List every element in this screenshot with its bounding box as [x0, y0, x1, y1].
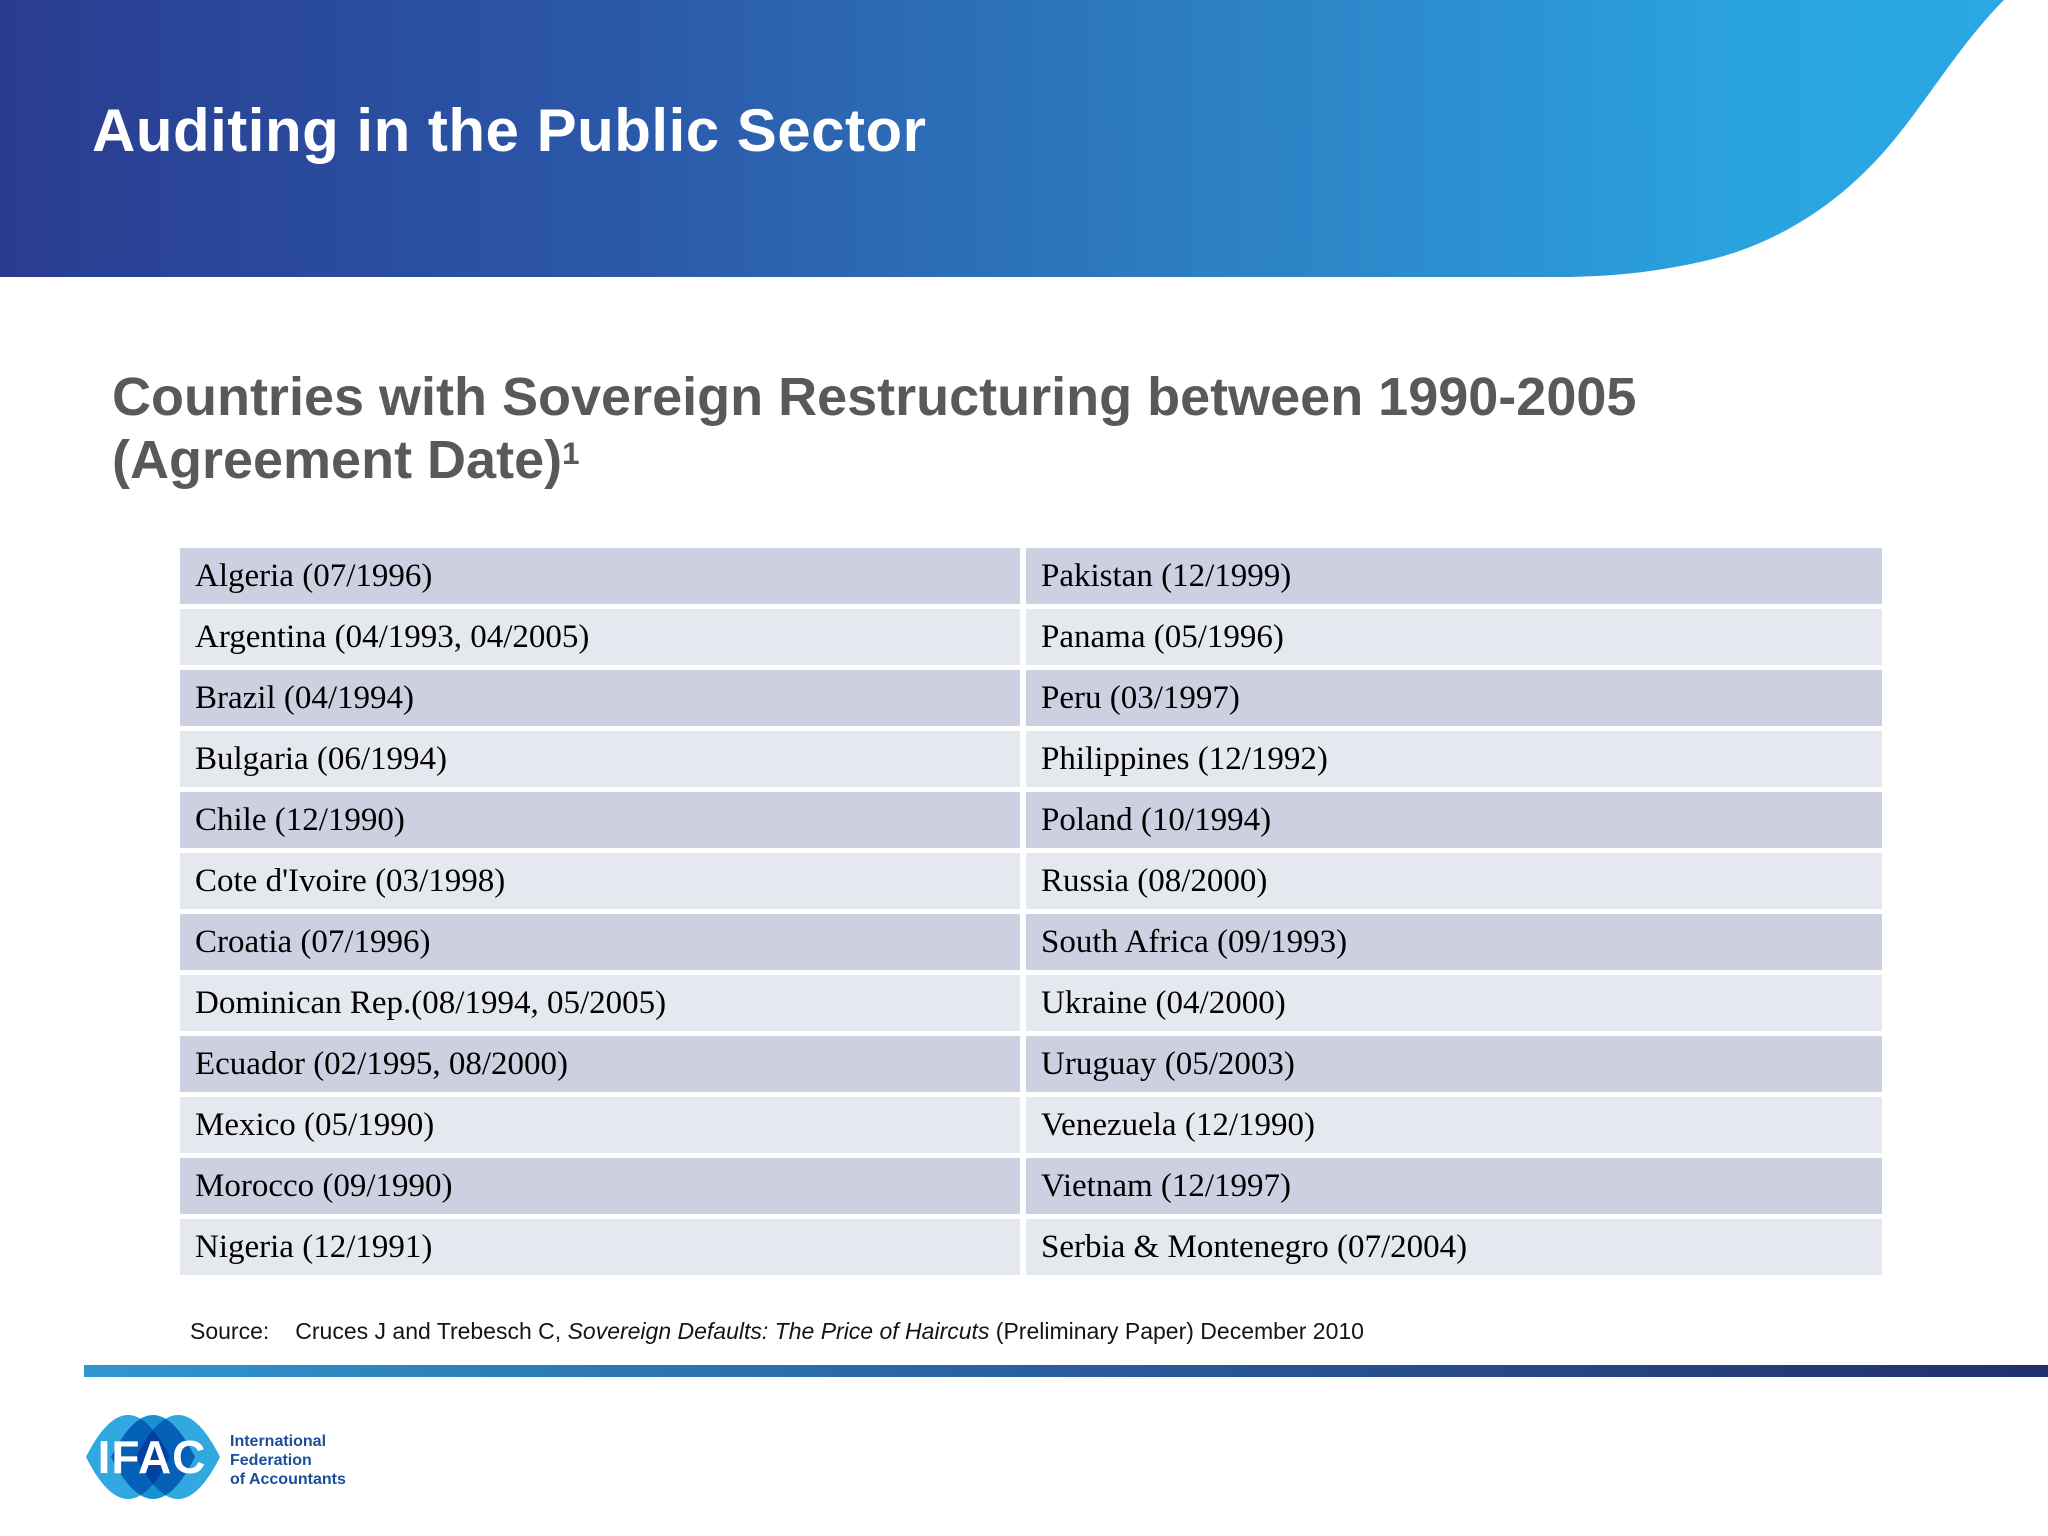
table-cell: Peru (03/1997) — [1026, 670, 1882, 726]
table-cell: South Africa (09/1993) — [1026, 914, 1882, 970]
table-cell: Morocco (09/1990) — [180, 1158, 1020, 1214]
org-name-line: Federation — [230, 1451, 312, 1469]
page-title: Countries with Sovereign Restructuring b… — [112, 366, 1952, 492]
table-cell: Algeria (07/1996) — [180, 548, 1020, 604]
source-authors: Cruces J and Trebesch C, — [295, 1318, 568, 1344]
ifac-logo: IFAC — [86, 1413, 220, 1501]
table-cell: Pakistan (12/1999) — [1026, 548, 1882, 604]
divider-bar — [84, 1365, 2048, 1377]
table-cell: Argentina (04/1993, 04/2005) — [180, 609, 1020, 665]
table-cell: Mexico (05/1990) — [180, 1097, 1020, 1153]
table-cell: Brazil (04/1994) — [180, 670, 1020, 726]
table-cell: Cote d'Ivoire (03/1998) — [180, 853, 1020, 909]
table-cell: Panama (05/1996) — [1026, 609, 1882, 665]
source-work-title: Sovereign Defaults: The Price of Haircut… — [567, 1318, 990, 1344]
table-cell: Ukraine (04/2000) — [1026, 975, 1882, 1031]
table-cell: Ecuador (02/1995, 08/2000) — [180, 1036, 1020, 1092]
header-band: Auditing in the Public Sector — [0, 0, 2048, 277]
restructuring-table: Algeria (07/1996) Argentina (04/1993, 04/… — [180, 548, 1882, 1275]
table-cell: Chile (12/1990) — [180, 792, 1020, 848]
table-cell: Philippines (12/1992) — [1026, 731, 1882, 787]
source-line: Source: Cruces J and Trebesch C, Sovereig… — [190, 1318, 1364, 1345]
table-cell: Poland (10/1994) — [1026, 792, 1882, 848]
source-suffix: (Preliminary Paper) December 2010 — [989, 1318, 1364, 1344]
table-cell: Dominican Rep.(08/1994, 05/2005) — [180, 975, 1020, 1031]
title-superscript: 1 — [562, 436, 580, 472]
table-cell: Serbia & Montenegro (07/2004) — [1026, 1219, 1882, 1275]
table-cell: Nigeria (12/1991) — [180, 1219, 1020, 1275]
ifac-logo-graphic: IFAC — [86, 1415, 220, 1499]
table-cell: Venezuela (12/1990) — [1026, 1097, 1882, 1153]
org-name-line: of Accountants — [230, 1470, 346, 1488]
table-cell: Croatia (07/1996) — [180, 914, 1020, 970]
page-title-line1: Countries with Sovereign Restructuring b… — [112, 367, 1637, 427]
table-cell: Uruguay (05/2003) — [1026, 1036, 1882, 1092]
table-cell: Russia (08/2000) — [1026, 853, 1882, 909]
header-title: Auditing in the Public Sector — [92, 97, 927, 164]
org-name-line: International — [230, 1433, 327, 1450]
table-cell: Vietnam (12/1997) — [1026, 1158, 1882, 1214]
page-title-line2: (Agreement Date) — [112, 430, 563, 491]
header-swoosh — [0, 0, 2004, 277]
table-cell: Bulgaria (06/1994) — [180, 731, 1020, 787]
ifac-logo-lens-middle — [111, 1415, 195, 1499]
org-name: International Federation of Accountants — [230, 1433, 346, 1490]
ifac-logo-text: IFAC — [98, 1431, 207, 1483]
source-label: Source: — [190, 1318, 270, 1344]
